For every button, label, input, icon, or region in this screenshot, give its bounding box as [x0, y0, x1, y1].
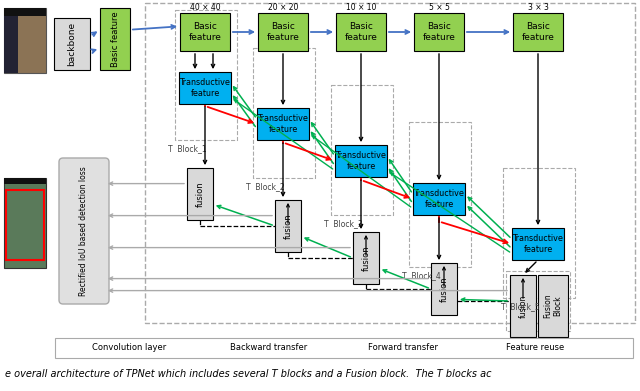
Bar	[4, 8, 46, 16]
Bar	[275, 200, 301, 252]
Bar	[187, 168, 213, 220]
Text: Transductive
feature: Transductive feature	[180, 78, 230, 98]
Text: e overall architecture of TPNet which includes several T blocks and a Fusion blo: e overall architecture of TPNet which in…	[5, 369, 492, 379]
Text: 40 × 40: 40 × 40	[189, 4, 220, 13]
Text: fusion: fusion	[362, 245, 371, 271]
Text: Feature reuse: Feature reuse	[506, 344, 564, 353]
Text: backbone: backbone	[67, 22, 77, 66]
Bar	[414, 13, 464, 51]
Bar	[55, 338, 633, 358]
Text: Transductive
feature: Transductive feature	[513, 234, 563, 254]
Text: T  Block_1: T Block_1	[168, 144, 206, 153]
Bar	[180, 13, 230, 51]
Bar	[331, 85, 393, 215]
Text: fusion: fusion	[518, 294, 527, 317]
Text: Transductive
feature: Transductive feature	[257, 114, 308, 134]
Bar	[4, 178, 46, 184]
Text: Convolution layer: Convolution layer	[92, 344, 166, 353]
Text: Basic
feature: Basic feature	[422, 22, 456, 42]
Text: Basic
feature: Basic feature	[344, 22, 378, 42]
Text: Basic
feature: Basic feature	[189, 22, 221, 42]
Text: Transductive
feature: Transductive feature	[335, 151, 387, 171]
Text: T  Block_2: T Block_2	[246, 182, 284, 191]
Text: 10 × 10: 10 × 10	[346, 4, 376, 13]
Bar	[335, 145, 387, 177]
Bar	[145, 3, 635, 323]
Bar	[336, 13, 386, 51]
Bar	[409, 122, 471, 267]
Bar	[431, 263, 457, 315]
Text: fusion: fusion	[440, 276, 449, 302]
Text: Rectified IoU based detection loss: Rectified IoU based detection loss	[79, 166, 88, 296]
Bar	[506, 271, 570, 331]
Bar	[258, 13, 308, 51]
Bar	[4, 178, 46, 268]
Text: 3 × 3: 3 × 3	[527, 4, 548, 13]
Bar	[6, 190, 44, 260]
Bar	[54, 18, 90, 70]
Text: T  Block_4: T Block_4	[402, 271, 440, 280]
Text: 5 × 5: 5 × 5	[429, 4, 449, 13]
FancyBboxPatch shape	[59, 158, 109, 304]
Bar	[413, 183, 465, 215]
Bar	[4, 16, 18, 73]
Bar	[510, 275, 536, 337]
Text: Transductive
feature: Transductive feature	[413, 189, 465, 209]
Text: Forward transfer: Forward transfer	[368, 344, 438, 353]
Text: fusion: fusion	[195, 181, 205, 207]
Bar	[538, 275, 568, 337]
Text: Basic
feature: Basic feature	[522, 22, 554, 42]
Bar	[100, 8, 130, 70]
Text: 20 × 20: 20 × 20	[268, 4, 298, 13]
Bar	[175, 10, 237, 140]
Bar	[513, 13, 563, 51]
Text: Basic feature: Basic feature	[111, 11, 120, 67]
Text: T  Block_5: T Block_5	[500, 302, 540, 311]
Text: fusion: fusion	[284, 213, 292, 239]
Bar	[257, 108, 309, 140]
Text: Basic
feature: Basic feature	[267, 22, 300, 42]
Bar	[353, 232, 379, 284]
Bar	[179, 72, 231, 104]
Bar	[253, 48, 315, 178]
Text: Fusion
Block: Fusion Block	[543, 294, 563, 318]
Bar	[512, 228, 564, 260]
Text: T  Block_3: T Block_3	[324, 219, 362, 228]
Text: Backward transfer: Backward transfer	[230, 344, 307, 353]
Bar	[503, 168, 575, 298]
Bar	[4, 8, 46, 73]
